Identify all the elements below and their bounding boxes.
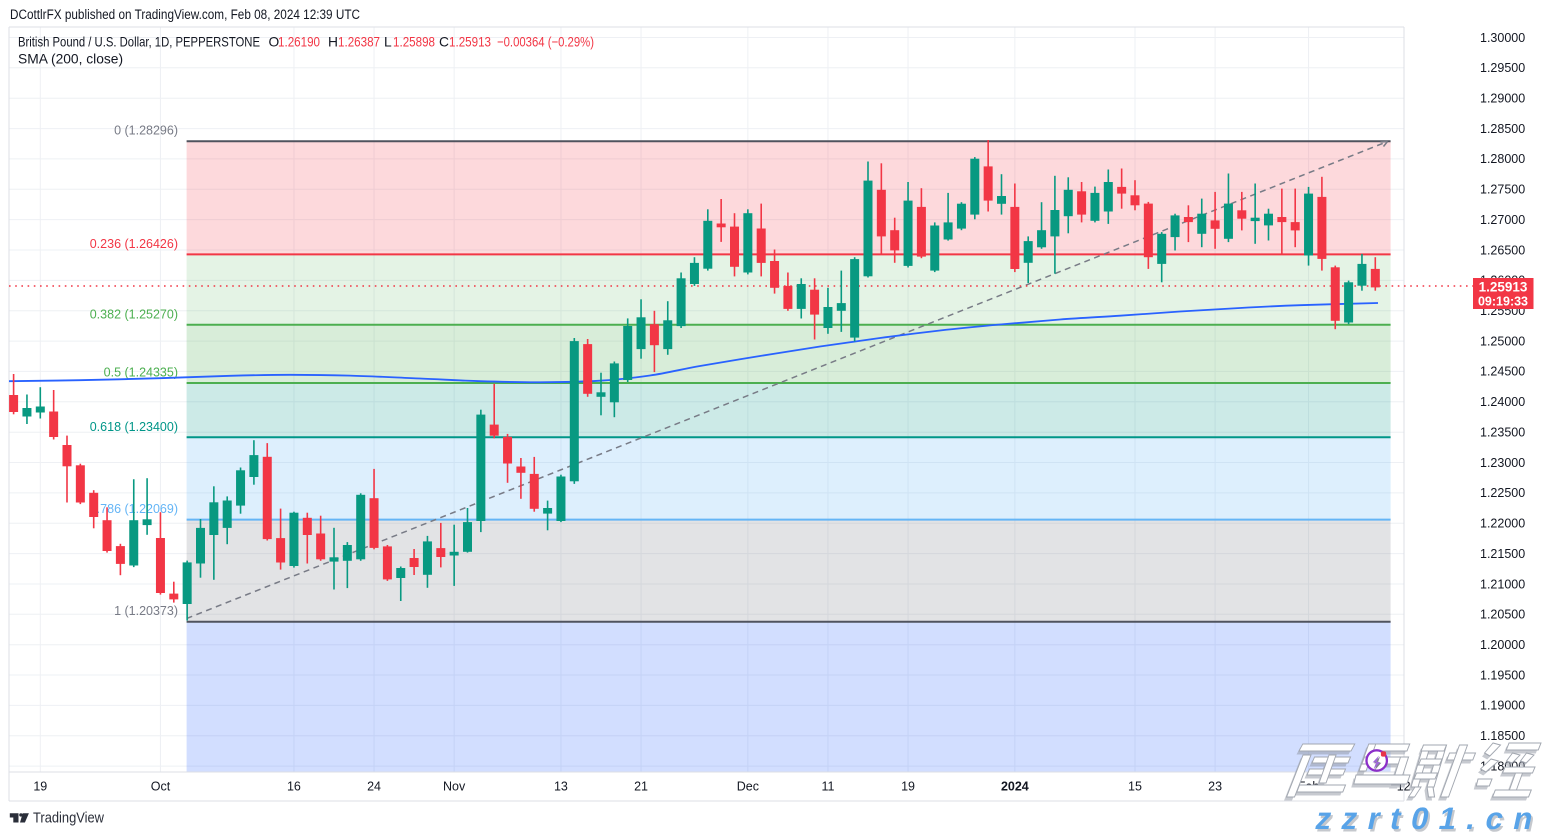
svg-text:1.23500: 1.23500 (1480, 426, 1525, 440)
svg-text:11: 11 (821, 780, 834, 794)
svg-text:1.29000: 1.29000 (1480, 92, 1525, 106)
svg-text:1.25913: 1.25913 (449, 35, 491, 50)
svg-text:1.26500: 1.26500 (1480, 243, 1525, 257)
svg-text:1.30000: 1.30000 (1480, 31, 1525, 45)
svg-text:Dec: Dec (737, 780, 759, 794)
svg-text:1.28000: 1.28000 (1480, 152, 1525, 166)
svg-text:1.25913: 1.25913 (1479, 280, 1528, 295)
svg-text:1.21000: 1.21000 (1480, 577, 1525, 591)
svg-text:16: 16 (287, 780, 301, 794)
svg-text:23: 23 (1208, 780, 1222, 794)
svg-text:Oct: Oct (151, 780, 171, 794)
svg-text:2024: 2024 (1001, 780, 1029, 794)
svg-text:1.18500: 1.18500 (1480, 729, 1525, 743)
svg-text:0.236 (1.26426): 0.236 (1.26426) (90, 237, 178, 251)
svg-text:Nov: Nov (443, 780, 466, 794)
svg-text:0.382 (1.25270): 0.382 (1.25270) (90, 307, 178, 321)
svg-text:1.22500: 1.22500 (1480, 486, 1525, 500)
svg-text:H: H (328, 35, 338, 50)
svg-text:1.27500: 1.27500 (1480, 183, 1525, 197)
svg-text:1.28500: 1.28500 (1480, 122, 1525, 136)
svg-text:19: 19 (33, 780, 47, 794)
svg-text:1.26387: 1.26387 (338, 35, 380, 50)
svg-text:15: 15 (1128, 780, 1142, 794)
svg-text:1.26190: 1.26190 (278, 35, 320, 50)
svg-text:DCottlrFX published on Trading: DCottlrFX published on TradingView.com, … (10, 7, 360, 22)
svg-text:1.25000: 1.25000 (1480, 334, 1525, 348)
svg-text:0.618 (1.23400): 0.618 (1.23400) (90, 420, 178, 434)
svg-text:1.19500: 1.19500 (1480, 668, 1525, 682)
svg-text:1.25898: 1.25898 (393, 35, 435, 50)
svg-text:0 (1.28296): 0 (1.28296) (114, 124, 178, 138)
svg-text:TradingView: TradingView (33, 811, 104, 827)
svg-text:zzrt01.cn: zzrt01.cn (1313, 801, 1547, 836)
svg-text:09:19:33: 09:19:33 (1478, 295, 1528, 309)
svg-text:L: L (384, 35, 392, 50)
svg-text:1 (1.20373): 1 (1.20373) (114, 604, 178, 618)
svg-text:−0.00364 (−0.29%): −0.00364 (−0.29%) (497, 35, 594, 50)
svg-text:SMA (200, close): SMA (200, close) (18, 52, 123, 67)
svg-text:19: 19 (901, 780, 915, 794)
svg-text:C: C (439, 35, 449, 50)
svg-text:0.5 (1.24335): 0.5 (1.24335) (104, 366, 178, 380)
svg-text:1.27000: 1.27000 (1480, 213, 1525, 227)
svg-text:British Pound / U.S. Dollar, 1: British Pound / U.S. Dollar, 1D, PEPPERS… (18, 35, 260, 50)
svg-text:zzrt01.cn: zzrt01.cn (1314, 804, 1547, 836)
svg-text:24: 24 (367, 780, 381, 794)
svg-text:1.20000: 1.20000 (1480, 638, 1525, 652)
svg-text:1.24500: 1.24500 (1480, 365, 1525, 379)
svg-text:1.23000: 1.23000 (1480, 456, 1525, 470)
svg-text:13: 13 (554, 780, 568, 794)
svg-text:1.24000: 1.24000 (1480, 395, 1525, 409)
svg-text:21: 21 (634, 780, 648, 794)
svg-text:1.29500: 1.29500 (1480, 61, 1525, 75)
svg-text:1.22000: 1.22000 (1480, 517, 1525, 531)
svg-text:1.19000: 1.19000 (1480, 699, 1525, 713)
svg-text:1.21500: 1.21500 (1480, 547, 1525, 561)
svg-text:O: O (269, 35, 280, 50)
svg-text:1.20500: 1.20500 (1480, 608, 1525, 622)
